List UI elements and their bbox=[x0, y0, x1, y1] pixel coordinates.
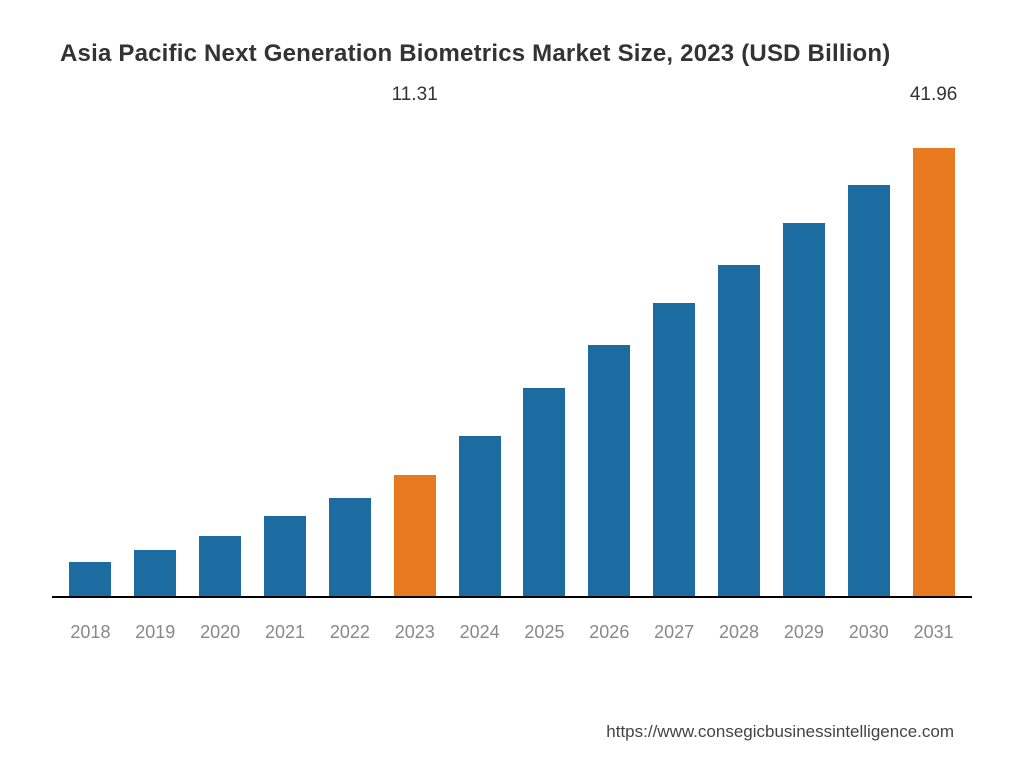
chart-area: 11.3141.96 20182019202020212022202320242… bbox=[52, 108, 972, 648]
bar bbox=[264, 516, 306, 596]
bar bbox=[783, 223, 825, 596]
bar bbox=[69, 562, 111, 596]
bar-wrap bbox=[512, 116, 577, 596]
bar bbox=[653, 303, 695, 596]
bar bbox=[199, 536, 241, 596]
footer-source-url: https://www.consegicbusinessintelligence… bbox=[606, 722, 954, 742]
x-axis-label: 2030 bbox=[836, 608, 901, 648]
x-axis-label: 2028 bbox=[707, 608, 772, 648]
bar-value-label: 11.31 bbox=[392, 84, 438, 106]
bar-wrap bbox=[253, 116, 318, 596]
x-axis-label: 2029 bbox=[771, 608, 836, 648]
x-axis-label: 2024 bbox=[447, 608, 512, 648]
x-axis-label: 2023 bbox=[382, 608, 447, 648]
bar-value-label: 41.96 bbox=[910, 84, 958, 106]
x-axis-label: 2027 bbox=[642, 608, 707, 648]
chart-plot: 11.31 41.96 bbox=[52, 118, 972, 598]
bar-wrap bbox=[771, 116, 836, 596]
x-axis-label: 2018 bbox=[58, 608, 123, 648]
bar bbox=[523, 388, 565, 596]
bar-wrap bbox=[707, 116, 772, 596]
x-axis-label: 2026 bbox=[577, 608, 642, 648]
chart-container: Asia Pacific Next Generation Biometrics … bbox=[0, 0, 1024, 768]
bar bbox=[848, 185, 890, 596]
bar bbox=[588, 345, 630, 596]
bar bbox=[329, 498, 371, 596]
bar-wrap bbox=[642, 116, 707, 596]
x-axis-label: 2020 bbox=[188, 608, 253, 648]
bar bbox=[134, 550, 176, 596]
x-axis-label: 2022 bbox=[317, 608, 382, 648]
bar bbox=[718, 265, 760, 596]
x-axis-label: 2031 bbox=[901, 608, 966, 648]
bar-wrap: 41.96 bbox=[901, 116, 966, 596]
x-axis-label: 2019 bbox=[123, 608, 188, 648]
chart-title: Asia Pacific Next Generation Biometrics … bbox=[60, 40, 974, 68]
bar-wrap: 11.31 bbox=[382, 116, 447, 596]
bar-wrap bbox=[317, 116, 382, 596]
bar-wrap bbox=[447, 116, 512, 596]
bar-wrap bbox=[123, 116, 188, 596]
bar-wrap bbox=[58, 116, 123, 596]
bar-wrap bbox=[836, 116, 901, 596]
bar bbox=[913, 148, 955, 596]
bar-wrap bbox=[188, 116, 253, 596]
x-axis-label: 2025 bbox=[512, 608, 577, 648]
bar-wrap bbox=[577, 116, 642, 596]
bar bbox=[394, 475, 436, 596]
x-axis-label: 2021 bbox=[253, 608, 318, 648]
bar bbox=[459, 436, 501, 596]
x-axis-labels: 2018201920202021202220232024202520262027… bbox=[52, 608, 972, 648]
bars-group: 11.31 41.96 bbox=[52, 116, 972, 596]
